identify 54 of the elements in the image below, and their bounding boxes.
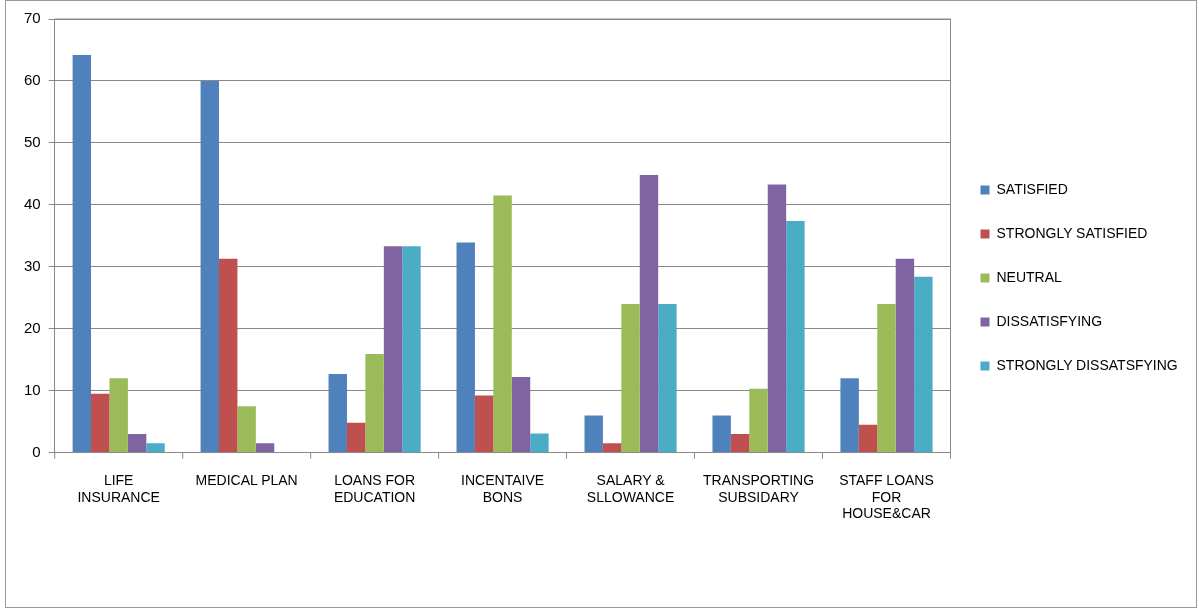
bar	[402, 246, 421, 453]
bar	[200, 80, 219, 453]
bar	[639, 175, 659, 453]
bar	[109, 378, 128, 453]
bar	[219, 258, 238, 453]
bar	[730, 434, 750, 453]
x-tick-label: STAFF LOANS FOR HOUSE&CAR	[839, 471, 934, 522]
bar	[749, 388, 768, 453]
bar	[365, 354, 384, 453]
bar	[346, 422, 366, 453]
x-tick-label: MEDICAL PLAN	[195, 471, 298, 488]
y-tick-label: 0	[32, 442, 41, 460]
bar	[474, 395, 494, 453]
bar	[91, 393, 110, 453]
bar	[621, 303, 640, 453]
bar	[602, 443, 622, 453]
bar	[237, 406, 256, 453]
bar	[493, 195, 512, 453]
legend-label: DISSATISFYING	[996, 312, 1103, 329]
bar	[146, 443, 165, 453]
x-tick-label: INCENTAIVE BONS	[461, 471, 545, 505]
legend-label: NEUTRAL	[996, 268, 1063, 285]
bar	[840, 378, 859, 453]
bar	[786, 220, 805, 453]
bar	[72, 54, 92, 453]
y-tick-label: 30	[24, 256, 41, 274]
bar	[456, 242, 475, 453]
x-tick-label: TRANSPORTING SUBSIDARY	[703, 471, 815, 505]
y-tick-label: 20	[24, 318, 41, 336]
bar	[255, 443, 275, 453]
y-tick-label: 10	[24, 380, 41, 398]
bar	[127, 434, 147, 453]
bar	[914, 276, 933, 453]
bar	[658, 303, 677, 453]
y-tick-label: 70	[24, 9, 41, 27]
bar	[584, 415, 603, 453]
bar	[328, 373, 347, 453]
bar	[767, 184, 787, 453]
bar	[877, 303, 896, 453]
x-tick-label: LOANS FOR EDUCATION	[333, 471, 416, 505]
legend-label: STRONGLY DISSATSFYING	[996, 356, 1178, 373]
y-tick-label: 60	[24, 71, 41, 89]
y-tick-label: 50	[24, 133, 41, 151]
bar	[511, 377, 531, 453]
bar	[712, 415, 731, 453]
legend-label: SATISFIED	[996, 180, 1068, 197]
y-tick-label: 40	[24, 194, 41, 212]
x-tick-label: LIFE INSURANCE	[77, 471, 160, 505]
bar	[858, 424, 878, 453]
bar	[530, 433, 549, 453]
bar	[383, 246, 403, 453]
bar	[895, 258, 915, 453]
legend-label: STRONGLY SATISFIED	[996, 224, 1148, 241]
x-tick-label: SALARY & SLLOWANCE	[586, 471, 675, 505]
